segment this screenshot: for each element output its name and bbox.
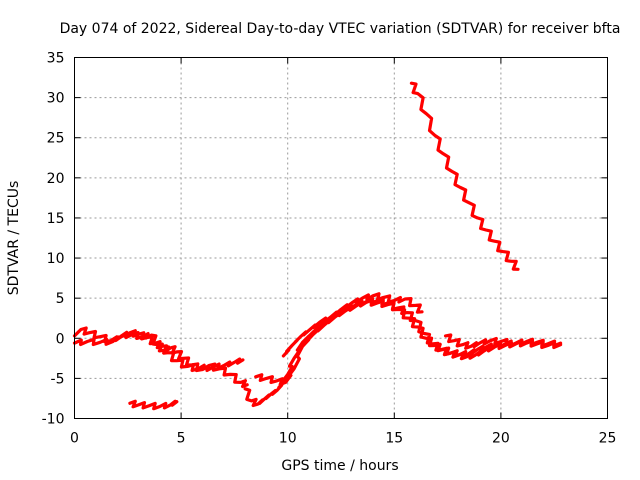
y-tick-label: 25 <box>47 131 65 147</box>
y-tick-label: 0 <box>56 331 65 347</box>
y-axis-label: SDTVAR / TECUs <box>6 181 22 296</box>
series-track-8 <box>409 81 520 271</box>
data-series-group <box>72 81 563 411</box>
series-line <box>409 81 520 271</box>
plot-frame <box>74 57 608 419</box>
series-track-3 <box>128 399 179 411</box>
y-tick-label: 10 <box>47 251 65 267</box>
y-tick-label: 30 <box>47 91 65 107</box>
series-line <box>281 292 424 358</box>
y-tick-label: 35 <box>47 51 65 67</box>
series-track-6 <box>281 292 424 358</box>
series-line <box>254 298 563 386</box>
y-tick-label: -10 <box>42 412 65 428</box>
x-tick-label: 10 <box>279 431 297 447</box>
x-tick-label: 25 <box>599 431 617 447</box>
series-line <box>128 399 179 411</box>
y-tick-label: 5 <box>56 291 65 307</box>
x-tick-label: 0 <box>70 431 79 447</box>
gridlines <box>74 57 608 419</box>
series-line <box>72 329 249 389</box>
x-tick-label: 5 <box>177 431 186 447</box>
y-tick-labels: -10 -5 0 5 10 15 20 25 30 35 <box>42 51 65 428</box>
x-axis-label: GPS time / hours <box>281 458 398 474</box>
chart-title: Day 074 of 2022, Sidereal Day-to-day VTE… <box>60 21 621 37</box>
x-tick-label: 20 <box>492 431 510 447</box>
y-tick-label: 20 <box>47 171 65 187</box>
x-tick-labels: 0 5 10 15 20 25 <box>70 431 616 447</box>
series-track-2 <box>72 329 249 389</box>
series-track-7 <box>443 333 514 350</box>
series-track-5 <box>254 298 563 386</box>
axis-ticks <box>74 57 608 419</box>
y-tick-label: -5 <box>51 371 65 387</box>
x-tick-label: 15 <box>385 431 403 447</box>
series-line <box>443 333 514 350</box>
y-tick-label: 15 <box>47 211 65 227</box>
